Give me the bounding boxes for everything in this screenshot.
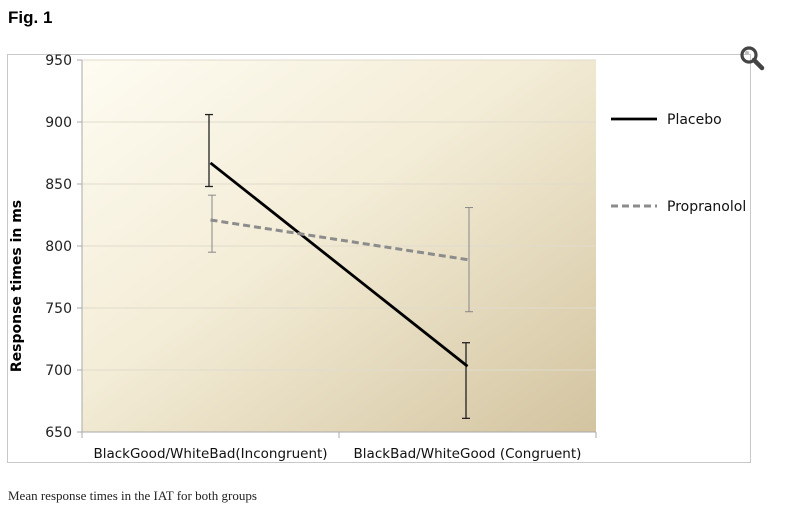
y-tick-label: 800 — [45, 239, 72, 255]
legend-label: Propranolol — [667, 199, 746, 215]
y-tick-label: 850 — [45, 177, 72, 193]
x-tick-label: BlackGood/WhiteBad(Incongruent) — [93, 446, 327, 462]
y-tick-label: 750 — [45, 301, 72, 317]
figure-caption: Mean response times in the IAT for both … — [8, 488, 257, 503]
y-tick-label: 700 — [45, 363, 72, 379]
grid-lines — [82, 59, 596, 371]
y-tick-label: 950 — [45, 53, 72, 69]
series-line-placebo — [209, 161, 469, 368]
legend-label: Placebo — [667, 112, 722, 128]
y-tick-label: 650 — [45, 425, 72, 441]
y-tick-label: 900 — [45, 115, 72, 131]
x-tick-label: BlackBad/WhiteGood (Congruent) — [354, 446, 582, 462]
magnifier-icon[interactable] — [738, 44, 766, 72]
error-bars — [205, 113, 473, 420]
series-lines — [209, 161, 469, 368]
figure-title: Fig. 1 — [8, 8, 53, 27]
axes: 650 700 750 800 850 900 950 BlackGood/WhiteBad(… — [45, 53, 597, 462]
legend: Placebo Propranolol — [611, 112, 746, 215]
y-axis-title: Response times in ms — [9, 200, 25, 372]
